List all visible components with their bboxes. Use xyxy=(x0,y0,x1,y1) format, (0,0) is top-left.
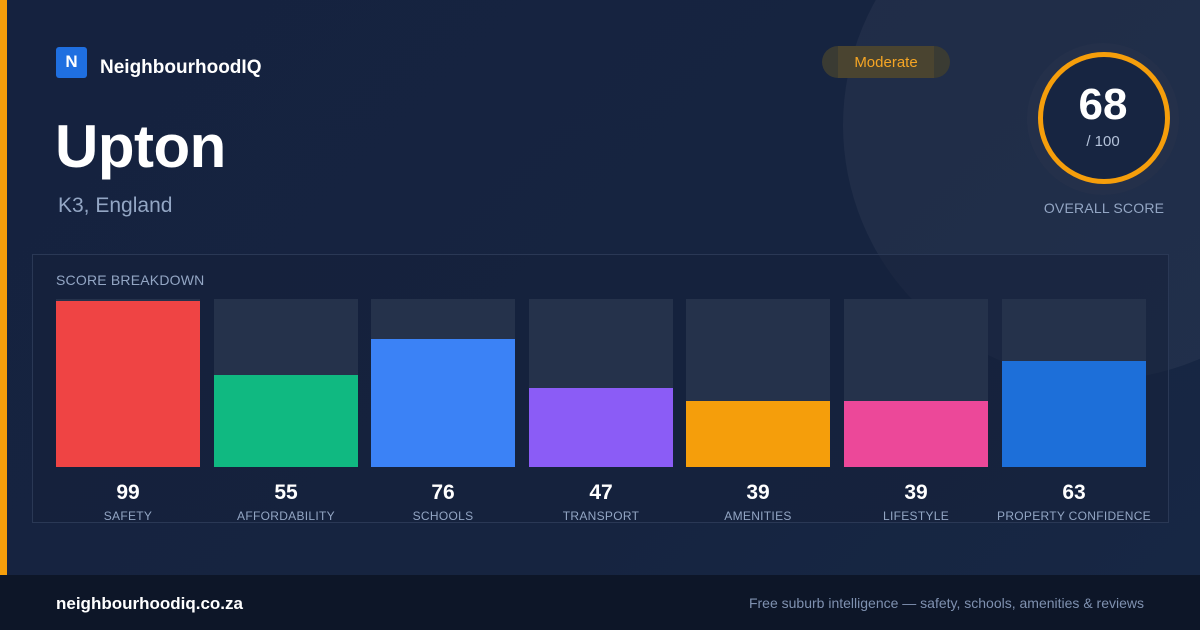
footer: neighbourhoodiq.co.za Free suburb intell… xyxy=(0,575,1200,630)
score-bar-track xyxy=(214,299,358,467)
score-label: SCHOOLS xyxy=(412,509,474,523)
score-breakdown-panel: SCORE BREAKDOWN 99 SAFETY 55 AFFORDABILITY 7… xyxy=(32,254,1169,523)
brand-name: NeighbourhoodIQ xyxy=(100,57,262,78)
score-bar-track xyxy=(686,299,830,467)
footer-tagline: Free suburb intelligence — safety, schoo… xyxy=(748,595,1144,611)
score-value: 55 xyxy=(274,481,298,504)
score-label: TRANSPORT xyxy=(562,509,640,523)
score-value: 39 xyxy=(746,481,770,504)
brand: N NeighbourhoodIQ xyxy=(56,45,261,79)
share-card: N NeighbourhoodIQ Upton K3, England Mode… xyxy=(0,0,1200,575)
accent-bar xyxy=(0,0,7,575)
overall-score-label: OVERALL SCORE xyxy=(1043,200,1165,216)
score-bar-track xyxy=(56,299,200,467)
score-bar xyxy=(371,339,515,467)
suburb-location: K3, England xyxy=(58,194,173,217)
overall-score-value: 68 xyxy=(1078,80,1128,129)
score-value: 99 xyxy=(116,481,140,504)
score-bar xyxy=(1002,361,1146,467)
score-value: 63 xyxy=(1062,481,1086,504)
score-label: LIFESTYLE xyxy=(882,509,950,523)
score-value: 76 xyxy=(431,481,455,504)
score-label: PROPERTY CONFIDENCE xyxy=(997,509,1151,523)
score-bar-track xyxy=(1002,299,1146,467)
brand-logo-icon: N xyxy=(56,46,87,78)
suburb-name: Upton xyxy=(55,113,226,180)
overall-score-ring: 68 / 100 xyxy=(1027,43,1179,195)
score-bar xyxy=(686,401,830,467)
score-label: AMENITIES xyxy=(724,509,792,523)
score-breakdown-title: SCORE BREAKDOWN xyxy=(56,272,205,288)
score-value: 47 xyxy=(589,481,613,504)
footer-domain-link[interactable]: neighbourhoodiq.co.za xyxy=(56,594,243,613)
score-label: AFFORDABILITY xyxy=(237,509,335,523)
rating-badge: Moderate xyxy=(822,46,950,78)
overall-score-max: / 100 xyxy=(1086,133,1120,150)
score-ring-progress xyxy=(1038,52,1170,184)
score-bar-track xyxy=(371,299,515,467)
score-bar xyxy=(56,301,200,467)
score-bar xyxy=(214,375,358,467)
score-bar xyxy=(844,401,988,467)
rating-badge-label: Moderate xyxy=(854,53,918,71)
score-bar xyxy=(529,388,673,467)
score-label: SAFETY xyxy=(103,509,153,523)
score-value: 39 xyxy=(904,481,928,504)
score-bar-track xyxy=(844,299,988,467)
score-bar-track xyxy=(529,299,673,467)
